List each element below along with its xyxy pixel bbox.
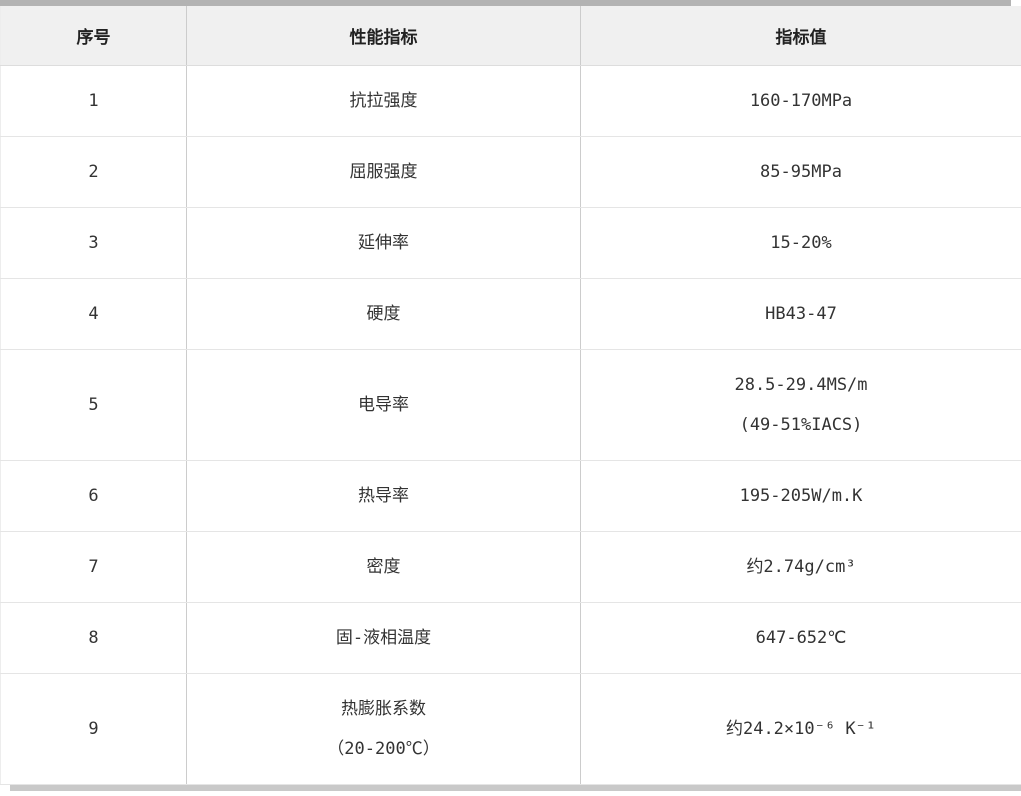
cell-text-line: 195-205W/m.K bbox=[739, 486, 863, 506]
table-row: 2 屈服强度 85-95MPa bbox=[0, 136, 1021, 208]
table-header: 序号 性能指标 指标值 bbox=[0, 6, 1021, 66]
cell-property: 热导率 bbox=[186, 460, 581, 532]
material-properties-table: 序号 性能指标 指标值 1 抗拉强度 160-170MPa 2 屈服强度 85-… bbox=[0, 6, 1021, 785]
cell-text-line: 647-652℃ bbox=[755, 628, 847, 648]
table-row: 4 硬度 HB43-47 bbox=[0, 278, 1021, 350]
cell-value: 约24.2×10⁻⁶ K⁻¹ bbox=[580, 673, 1021, 785]
cell-text-line: （20-200℃） bbox=[327, 739, 440, 759]
cell-text-line: HB43-47 bbox=[765, 304, 837, 324]
cell-text-line: 固-液相温度 bbox=[335, 628, 432, 648]
top-border-bar bbox=[0, 0, 1011, 6]
cell-property: 电导率 bbox=[186, 349, 581, 461]
cell-text-line: 28.5-29.4MS/m bbox=[734, 375, 868, 395]
cell-index: 4 bbox=[0, 278, 187, 350]
cell-index: 2 bbox=[0, 136, 187, 208]
cell-text-line: 密度 bbox=[366, 557, 401, 577]
cell-value: 15-20% bbox=[580, 207, 1021, 279]
cell-value: 约2.74g/cm³ bbox=[580, 531, 1021, 603]
cell-index: 3 bbox=[0, 207, 187, 279]
table-body: 1 抗拉强度 160-170MPa 2 屈服强度 85-95MPa 3 延伸率 … bbox=[0, 65, 1021, 785]
column-header-property: 性能指标 bbox=[186, 6, 581, 66]
cell-property: 抗拉强度 bbox=[186, 65, 581, 137]
cell-text-line: 硬度 bbox=[366, 304, 401, 324]
cell-property: 硬度 bbox=[186, 278, 581, 350]
column-header-value: 指标值 bbox=[580, 6, 1021, 66]
cell-index: 7 bbox=[0, 531, 187, 603]
cell-property: 密度 bbox=[186, 531, 581, 603]
table-row: 7 密度 约2.74g/cm³ bbox=[0, 531, 1021, 603]
cell-value: 647-652℃ bbox=[580, 602, 1021, 674]
cell-value: 195-205W/m.K bbox=[580, 460, 1021, 532]
table-row: 5 电导率 28.5-29.4MS/m (49-51%IACS) bbox=[0, 349, 1021, 461]
cell-index: 9 bbox=[0, 673, 187, 785]
table-row: 3 延伸率 15-20% bbox=[0, 207, 1021, 279]
cell-text-line: 15-20% bbox=[770, 233, 832, 253]
cell-text-line: 约2.74g/cm³ bbox=[746, 557, 856, 577]
cell-index: 8 bbox=[0, 602, 187, 674]
cell-text-line: 160-170MPa bbox=[749, 91, 853, 111]
cell-value: 85-95MPa bbox=[580, 136, 1021, 208]
cell-index: 1 bbox=[0, 65, 187, 137]
cell-index: 5 bbox=[0, 349, 187, 461]
cell-text-line: 热导率 bbox=[358, 486, 409, 506]
cell-text-line: 抗拉强度 bbox=[349, 91, 418, 111]
cell-text-line: 电导率 bbox=[358, 395, 409, 415]
cell-value: HB43-47 bbox=[580, 278, 1021, 350]
cell-property: 热膨胀系数 （20-200℃） bbox=[186, 673, 581, 785]
cell-text-line: 热膨胀系数 bbox=[341, 699, 426, 719]
cell-text-line: 屈服强度 bbox=[349, 162, 418, 182]
header-row: 序号 性能指标 指标值 bbox=[0, 6, 1021, 66]
table-row: 1 抗拉强度 160-170MPa bbox=[0, 65, 1021, 137]
table-row: 9 热膨胀系数 （20-200℃） 约24.2×10⁻⁶ K⁻¹ bbox=[0, 673, 1021, 785]
cell-value: 160-170MPa bbox=[580, 65, 1021, 137]
cell-text-line: (49-51%IACS) bbox=[739, 415, 863, 435]
bottom-border-bar bbox=[10, 785, 1021, 791]
cell-value: 28.5-29.4MS/m (49-51%IACS) bbox=[580, 349, 1021, 461]
cell-index: 6 bbox=[0, 460, 187, 532]
cell-text-line: 延伸率 bbox=[358, 233, 409, 253]
column-header-index: 序号 bbox=[0, 6, 187, 66]
table-row: 6 热导率 195-205W/m.K bbox=[0, 460, 1021, 532]
cell-property: 屈服强度 bbox=[186, 136, 581, 208]
cell-property: 延伸率 bbox=[186, 207, 581, 279]
table-row: 8 固-液相温度 647-652℃ bbox=[0, 602, 1021, 674]
cell-property: 固-液相温度 bbox=[186, 602, 581, 674]
cell-text-line: 85-95MPa bbox=[760, 162, 842, 182]
cell-text-line: 约24.2×10⁻⁶ K⁻¹ bbox=[725, 719, 877, 739]
